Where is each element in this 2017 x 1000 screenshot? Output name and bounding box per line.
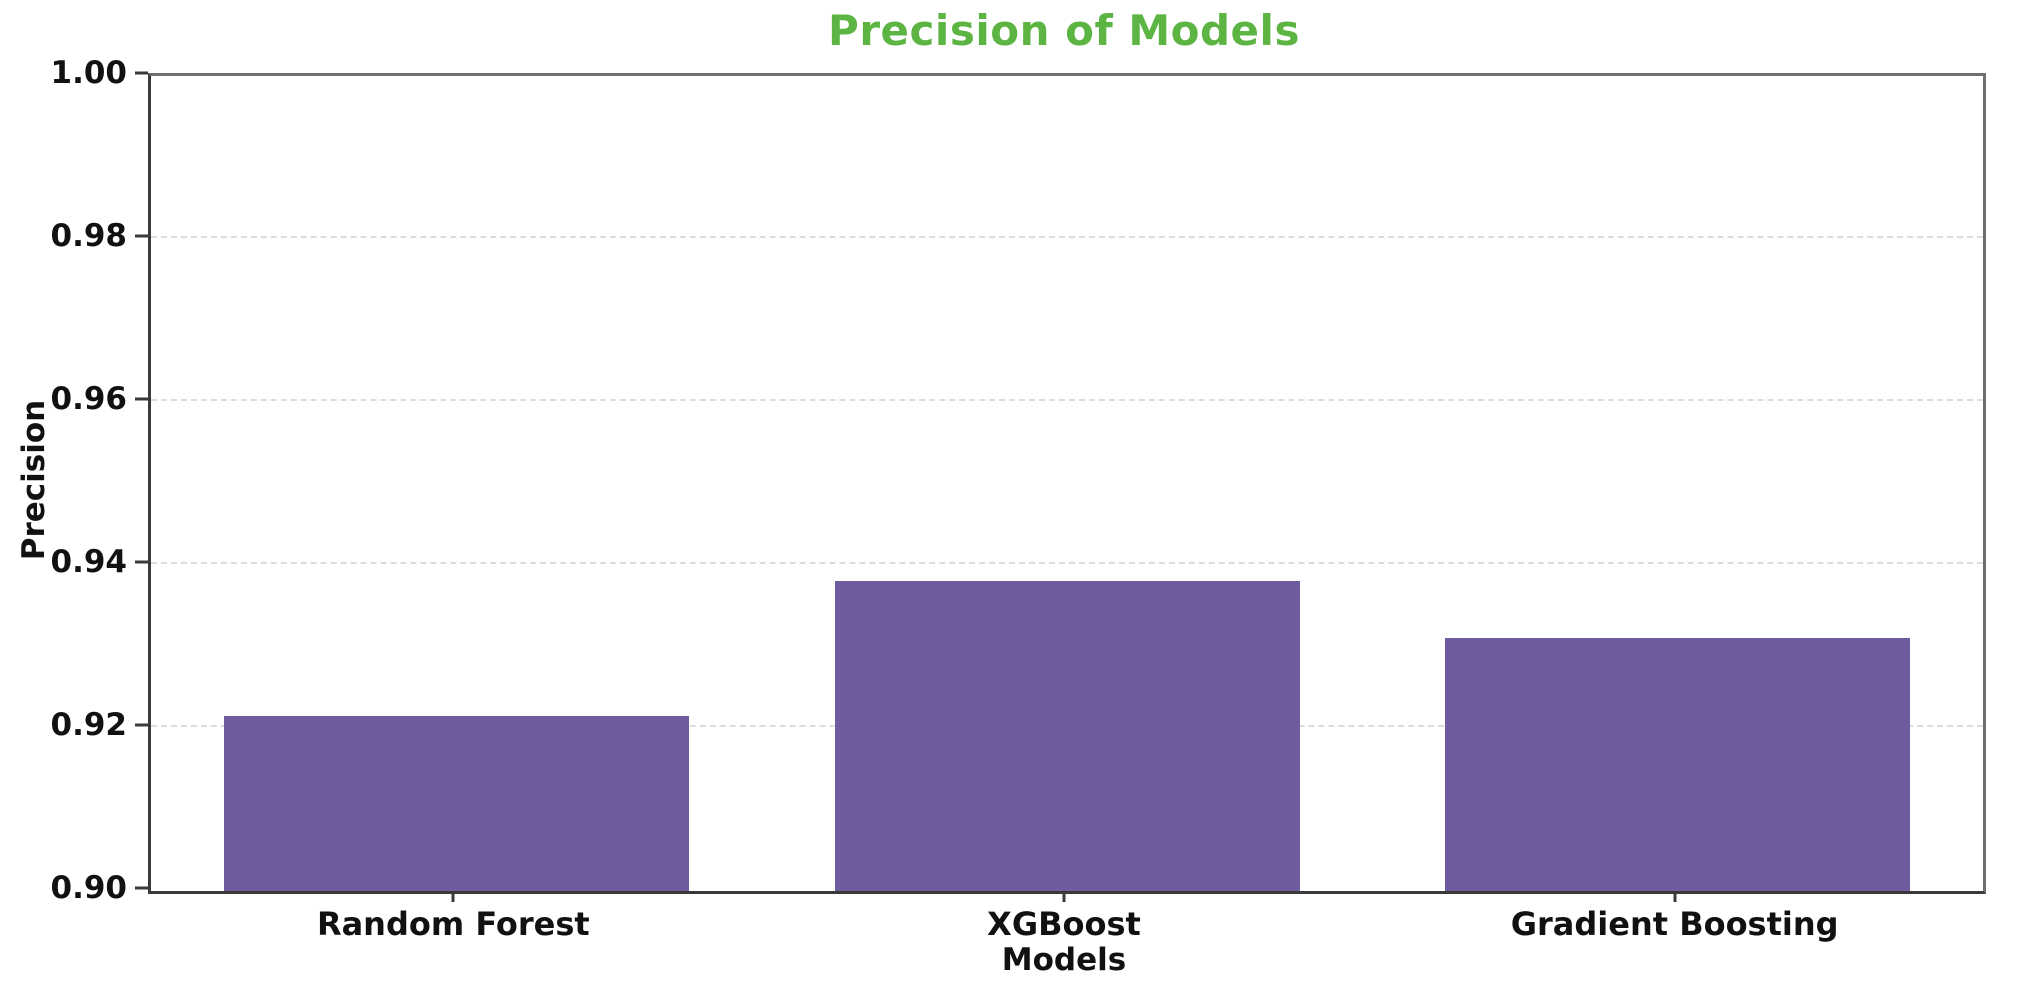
y-tick-mark	[135, 397, 148, 401]
x-tick-label: Gradient Boosting	[1510, 905, 1839, 943]
y-axis-label: Precision	[16, 399, 52, 561]
plot-area	[148, 73, 1986, 894]
y-tick-mark	[135, 560, 148, 564]
y-tick-mark	[135, 723, 148, 727]
bar	[834, 581, 1300, 891]
x-tick-mark	[1673, 891, 1677, 902]
x-tick-label: XGBoost	[987, 905, 1141, 943]
y-tick-label: 0.98	[50, 218, 128, 254]
gridline	[151, 236, 1983, 238]
y-tick-label: 0.90	[50, 870, 128, 906]
y-tick-label: 0.92	[50, 707, 128, 743]
y-tick-mark	[135, 71, 148, 75]
y-tick-mark	[135, 886, 148, 890]
gridline	[151, 399, 1983, 401]
x-tick-mark	[1062, 891, 1066, 902]
x-tick-mark	[451, 891, 455, 902]
chart-title: Precision of Models	[828, 6, 1300, 55]
bar	[223, 715, 689, 891]
x-axis-label: Models	[1001, 942, 1127, 978]
bar	[1445, 638, 1911, 891]
y-tick-label: 0.94	[50, 544, 128, 580]
x-tick-label: Random Forest	[316, 905, 590, 943]
y-tick-label: 0.96	[50, 381, 128, 417]
y-tick-label: 1.00	[50, 55, 128, 91]
y-tick-mark	[135, 234, 148, 238]
gridline	[151, 562, 1983, 564]
